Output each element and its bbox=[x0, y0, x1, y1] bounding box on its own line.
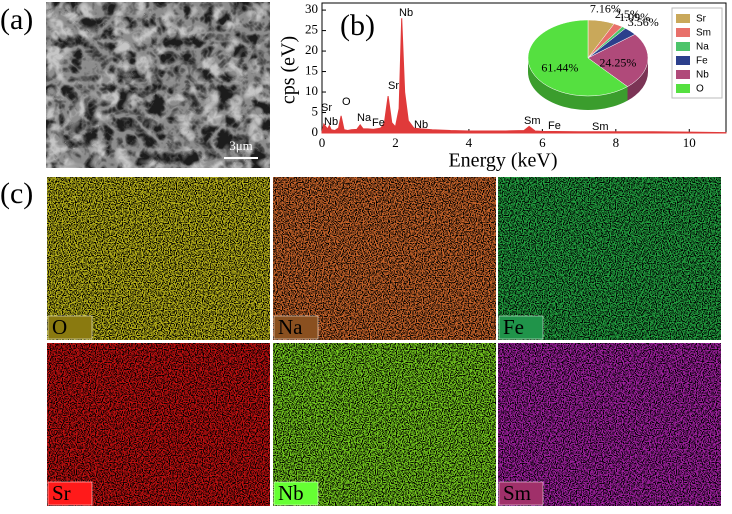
panel-label: (a) bbox=[0, 3, 33, 36]
legend-label: Fe bbox=[696, 56, 708, 67]
legend-swatch bbox=[676, 14, 690, 23]
x-tick-label: 2 bbox=[392, 135, 399, 150]
peak-label: Nb bbox=[414, 119, 428, 131]
panel-label: (b) bbox=[340, 9, 375, 42]
pie-value-label: 61.44% bbox=[541, 60, 578, 74]
map-label: Sm bbox=[503, 481, 531, 505]
y-tick-label: 25 bbox=[305, 22, 318, 37]
pie-slice bbox=[587, 34, 649, 87]
map-label-box bbox=[47, 315, 93, 340]
peak-label: Sm bbox=[592, 121, 609, 133]
pie-side bbox=[528, 58, 628, 111]
map-label: Na bbox=[278, 315, 303, 339]
pie-value-label: 3.56% bbox=[628, 15, 659, 29]
y-tick-label: 0 bbox=[312, 124, 319, 139]
legend-label: Nb bbox=[696, 70, 709, 81]
x-tick-label: 8 bbox=[613, 135, 620, 150]
pie-slice bbox=[527, 19, 628, 97]
pie-value-label: 7.16% bbox=[590, 2, 621, 16]
map-label-box bbox=[273, 481, 319, 506]
y-tick-label: 20 bbox=[305, 42, 318, 57]
pie-value-label: 1.09% bbox=[619, 10, 650, 24]
legend-label: Sr bbox=[696, 14, 707, 25]
y-axis-label: cps (eV) bbox=[278, 36, 300, 104]
map-label: Sr bbox=[52, 481, 71, 505]
map-label-box bbox=[498, 315, 544, 340]
element-maps: O Na Fe Sr Nb Sm bbox=[47, 177, 721, 506]
plot-frame bbox=[321, 2, 727, 134]
peak-label: Nb bbox=[399, 7, 413, 19]
peak-label: Sr bbox=[321, 102, 332, 114]
map-label-box bbox=[273, 315, 319, 340]
legend-swatch bbox=[676, 42, 690, 51]
map-noise bbox=[47, 177, 270, 340]
spectrum bbox=[321, 18, 727, 134]
peak-label: Nb bbox=[324, 116, 338, 128]
map-label: Fe bbox=[503, 315, 524, 339]
legend-label: O bbox=[696, 84, 704, 95]
legend-label: Na bbox=[696, 42, 709, 53]
legend-swatch bbox=[676, 28, 690, 37]
legend-swatch bbox=[676, 84, 690, 93]
map-noise bbox=[498, 177, 721, 340]
scale-bar-label: 3μm bbox=[229, 138, 253, 153]
map-label-box bbox=[47, 481, 93, 506]
map-label: Nb bbox=[278, 481, 304, 505]
peak-label: Sr bbox=[388, 80, 399, 92]
map-noise bbox=[273, 343, 496, 506]
pie-value-label: 2.5% bbox=[615, 7, 640, 21]
legend-swatch bbox=[676, 56, 690, 65]
x-tick-label: 4 bbox=[466, 135, 473, 150]
x-tick-label: 0 bbox=[319, 135, 326, 150]
peak-label: O bbox=[342, 96, 351, 108]
peak-label: Sm bbox=[524, 115, 541, 127]
panel-label: (c) bbox=[0, 177, 33, 210]
map-label: O bbox=[52, 315, 67, 339]
x-tick-label: 10 bbox=[683, 135, 696, 150]
legend-swatch bbox=[676, 70, 690, 79]
map-label-box bbox=[498, 481, 544, 506]
x-tick-label: 6 bbox=[539, 135, 546, 150]
map-noise bbox=[273, 177, 496, 340]
y-tick-label: 30 bbox=[305, 1, 318, 16]
map-noise bbox=[47, 343, 270, 506]
x-axis-label: Energy (keV) bbox=[448, 150, 557, 172]
y-tick-label: 10 bbox=[305, 83, 318, 98]
peak-label: Fe bbox=[548, 120, 561, 132]
pie-value-label: 24.25% bbox=[599, 55, 636, 69]
peak-label: Na bbox=[357, 112, 372, 124]
legend-label: Sm bbox=[696, 28, 711, 39]
sem-texture bbox=[46, 2, 270, 168]
y-tick-label: 5 bbox=[312, 104, 319, 119]
y-tick-label: 15 bbox=[305, 63, 318, 78]
peak-label: Fe bbox=[372, 117, 385, 129]
map-noise bbox=[498, 343, 721, 506]
